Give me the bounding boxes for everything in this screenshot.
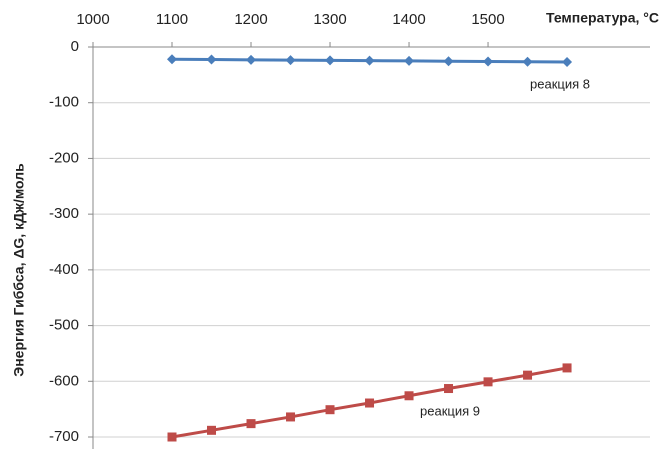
marker (207, 425, 217, 435)
marker (443, 56, 454, 67)
y-tick-label: -300 (49, 205, 79, 222)
x-tick-label: 1100 (156, 11, 188, 28)
marker (404, 55, 415, 66)
marker (522, 56, 533, 67)
y-tick-label: -500 (49, 317, 79, 334)
x-tick-label: 1000 (76, 11, 109, 28)
marker (206, 54, 217, 65)
y-tick-label: -700 (49, 428, 79, 445)
x-axis-title: Температура, °С (546, 10, 659, 26)
x-tick-label: 1500 (471, 11, 504, 28)
marker (483, 56, 494, 67)
x-tick-label: 1300 (313, 11, 346, 28)
marker (562, 363, 572, 373)
series-label: реакция 9 (420, 403, 480, 418)
marker (365, 398, 375, 408)
y-tick-label: -100 (49, 94, 79, 111)
series-label: реакция 8 (530, 76, 590, 91)
marker (325, 55, 336, 66)
y-tick-label: -400 (49, 261, 79, 278)
y-tick-label: 0 (71, 38, 79, 55)
y-axis-title: Энергия Гиббса, ΔG, кДж/моль (11, 163, 27, 377)
marker (286, 412, 296, 422)
marker (483, 377, 493, 387)
y-tick-label: -600 (49, 372, 79, 389)
marker (404, 391, 414, 401)
marker (562, 57, 573, 68)
marker (285, 55, 296, 66)
marker (444, 384, 454, 394)
marker (364, 55, 375, 66)
marker (167, 54, 178, 65)
marker (246, 54, 257, 65)
y-tick-label: -200 (49, 149, 79, 166)
x-tick-label: 1200 (234, 11, 267, 28)
marker (523, 370, 533, 380)
marker (246, 419, 256, 429)
marker (325, 405, 335, 415)
marker (167, 432, 177, 442)
x-tick-label: 1400 (392, 11, 425, 28)
